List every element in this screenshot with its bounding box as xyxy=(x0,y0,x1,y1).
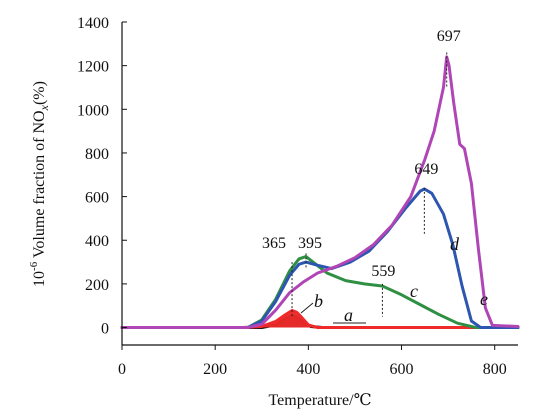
y-axis-label-subscript: x xyxy=(37,104,51,111)
y-tick-label-0: 0 xyxy=(101,321,109,338)
series-label-c: c xyxy=(410,281,418,301)
x-tick-label-200: 200 xyxy=(203,361,227,378)
series-label-e: e xyxy=(480,289,488,309)
series-label-a: a xyxy=(333,305,366,325)
axis-layer: 0 200 400 600 800 0 200 400 600 800 1000 1200 1400 xyxy=(77,15,518,378)
peak-label-365: 365 xyxy=(262,235,286,252)
y-tick-label-200: 200 xyxy=(85,277,109,294)
peak-label-559: 559 xyxy=(371,263,395,280)
series-label-b: b xyxy=(300,291,323,314)
y-axis-label: 10-6 Volume fraction of NOx(%) xyxy=(28,81,51,287)
peak-annotation-649: 649 xyxy=(414,161,438,234)
y-tick-label-800: 800 xyxy=(85,146,109,163)
x-axis-label: Temperature/℃ xyxy=(269,392,372,409)
series-name-c: c xyxy=(410,281,418,301)
series-label-d: d xyxy=(450,234,460,254)
series-e-line xyxy=(120,55,520,330)
series-label-leader-b xyxy=(300,302,314,314)
x-tick-label-0: 0 xyxy=(118,361,126,378)
y-tick-label-400: 400 xyxy=(85,233,109,250)
peak-annotation-395: 395 xyxy=(298,235,322,269)
y-axis-label-prefix: 10 xyxy=(31,271,48,287)
axes: 0 200 400 600 800 0 200 400 600 800 1000 1200 1400 xyxy=(77,15,518,378)
x-tick-label-600: 600 xyxy=(390,361,414,378)
peak-label-649: 649 xyxy=(414,161,438,178)
series-name-d: d xyxy=(450,234,460,254)
peak-annotation-559: 559 xyxy=(371,263,395,317)
peak-annotation-697: 697 xyxy=(437,28,461,88)
peak-label-697: 697 xyxy=(437,28,461,45)
series-name-b: b xyxy=(314,291,323,311)
peak-label-395: 395 xyxy=(298,235,322,252)
annotation-layer: 365 395 559 649 697 xyxy=(262,28,461,317)
y-tick-label-1200: 1200 xyxy=(77,59,109,76)
y-axis-label-superscript: -6 xyxy=(28,261,40,271)
peak-annotation-365: 365 xyxy=(262,235,293,317)
series-e xyxy=(120,55,520,330)
x-tick-label-800: 800 xyxy=(483,361,507,378)
y-tick-label-1000: 1000 xyxy=(77,102,109,119)
series-name-a: a xyxy=(344,305,353,325)
series-name-e: e xyxy=(480,289,488,309)
y-tick-label-600: 600 xyxy=(85,190,109,207)
label-layer: Temperature/℃ 10-6 Volume fraction of NOx… xyxy=(28,81,488,409)
y-axis-label-main: Volume fraction of NO xyxy=(31,110,48,261)
y-axis-label-suffix: (%) xyxy=(31,81,48,105)
x-tick-label-400: 400 xyxy=(296,361,320,378)
y-tick-label-1400: 1400 xyxy=(77,15,109,32)
